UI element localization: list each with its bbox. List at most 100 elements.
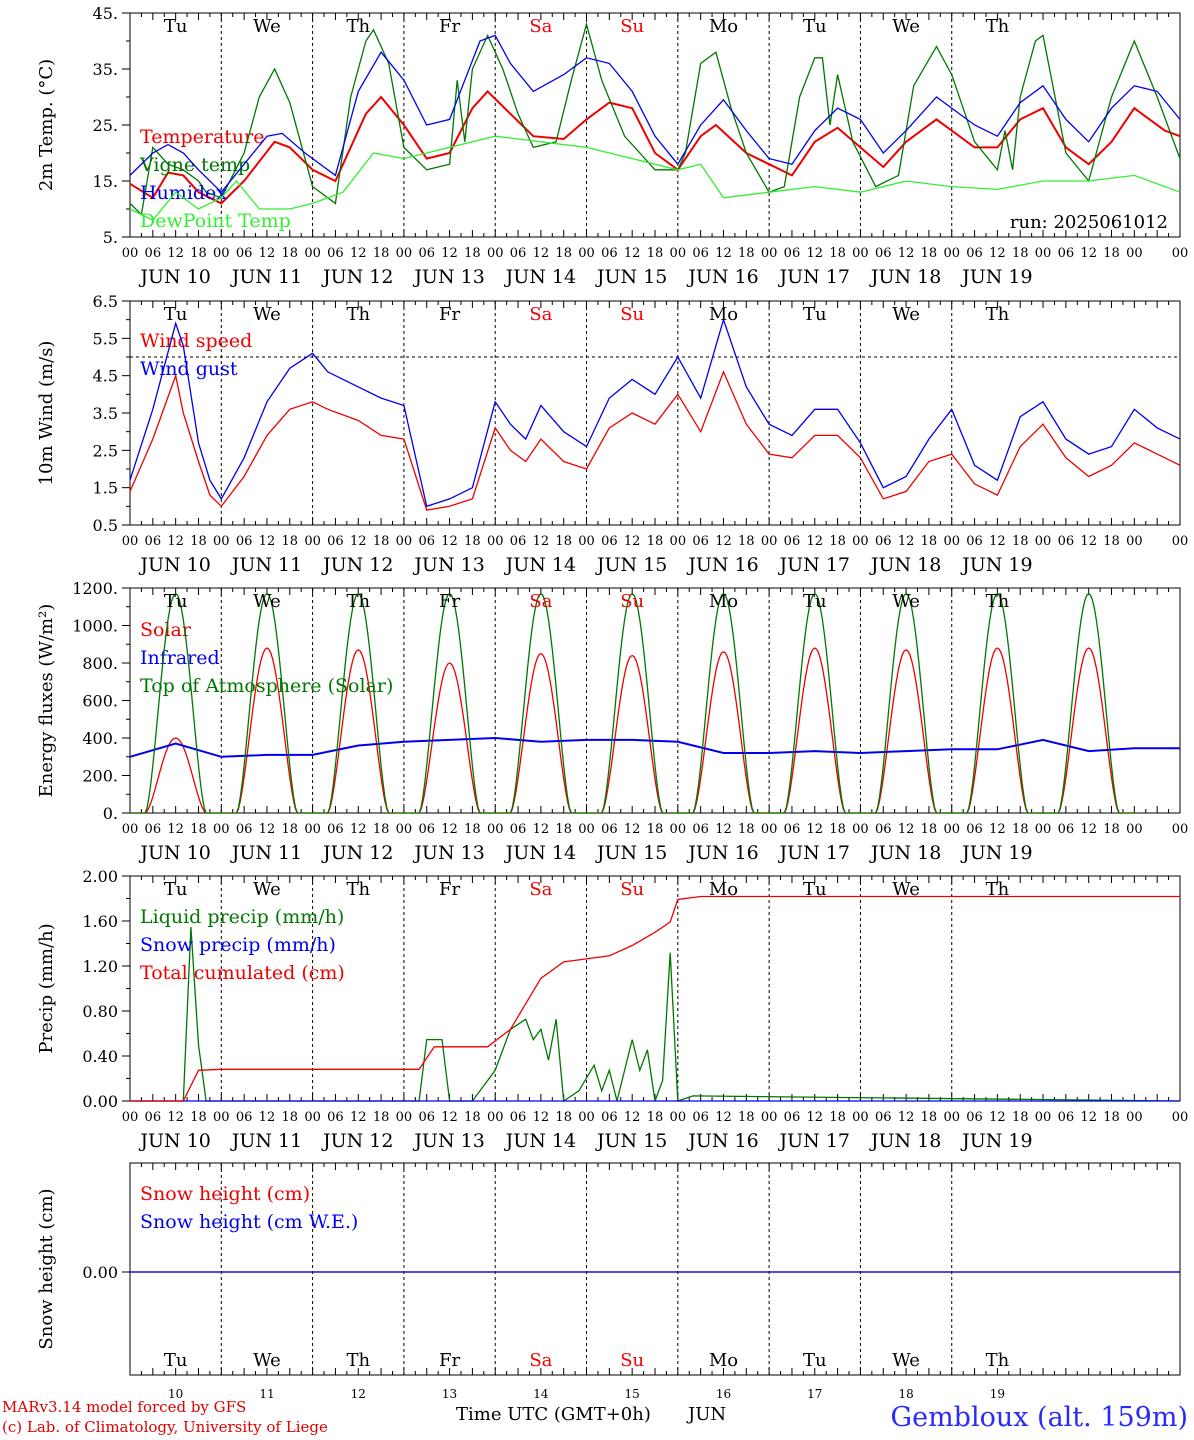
hour-tick-label: 00: [1035, 822, 1052, 837]
hour-tick-label: 12: [624, 534, 641, 549]
day-name: Su: [620, 304, 644, 325]
hour-tick-label: 18: [190, 822, 207, 837]
hour-tick-label: 18: [282, 1110, 299, 1125]
date-label: JUN 11: [230, 266, 302, 288]
hour-tick-label: 12: [259, 1110, 276, 1125]
hour-tick-label: 12: [989, 822, 1006, 837]
day-name: Tu: [164, 16, 188, 37]
hour-tick-label: 12: [533, 534, 550, 549]
hour-tick-label: 06: [875, 246, 892, 261]
day-name: Th: [346, 1350, 370, 1371]
hour-tick-label: 18: [647, 246, 664, 261]
hour-tick-label: 18: [1103, 534, 1120, 549]
hour-tick-label: 12: [624, 1110, 641, 1125]
day-name: Mo: [709, 591, 738, 612]
y-axis-label: Snow height (cm): [36, 1188, 57, 1349]
hour-tick-label: 00: [1126, 534, 1143, 549]
hour-tick-label: 00: [487, 246, 504, 261]
date-label: JUN 12: [321, 266, 393, 288]
hour-tick-label: 12: [1080, 246, 1097, 261]
hour-tick-label: 06: [966, 534, 983, 549]
y-axis-label: Energy fluxes (W/m²): [36, 604, 57, 798]
day-name: Sa: [529, 304, 552, 325]
series-line-0-3: [129, 135, 1181, 222]
hour-tick-label: 00: [670, 246, 687, 261]
hour-tick-label: 12: [259, 534, 276, 549]
hour-tick-label: 00: [396, 822, 413, 837]
hour-tick-label: 00: [213, 534, 230, 549]
hour-tick-label: 06: [236, 1110, 253, 1125]
panel-frame-0: [129, 12, 1181, 238]
y-tick-label: 15.: [93, 172, 118, 191]
hour-tick-label: 18: [282, 534, 299, 549]
day-name: Su: [620, 1350, 644, 1371]
y-axis-label: Precip (mm/h): [36, 923, 57, 1053]
legend-entry: Wind gust: [140, 358, 238, 380]
hour-tick-label: 06: [418, 534, 435, 549]
hour-tick-label: 00: [304, 246, 321, 261]
y-tick-label: 2.00: [82, 867, 118, 886]
hour-tick-label: 06: [418, 822, 435, 837]
legend-entry: Snow height (cm W.E.): [140, 1211, 358, 1233]
hour-tick-label: 06: [692, 534, 709, 549]
hour-tick-label: 00: [487, 822, 504, 837]
hour-tick-label: 06: [327, 246, 344, 261]
y-tick-label: 600.: [82, 692, 118, 711]
date-label: JUN 14: [504, 554, 576, 576]
hour-tick-label: 06: [692, 1110, 709, 1125]
hour-tick-label: 06: [601, 1110, 618, 1125]
hour-tick-label: 00: [304, 534, 321, 549]
hour-tick-label: 06: [510, 246, 527, 261]
date-label: JUN 10: [138, 1130, 210, 1152]
hour-tick-label: 12: [167, 1110, 184, 1125]
date-label: JUN 12: [321, 842, 393, 864]
hour-tick-label: 00: [852, 1110, 869, 1125]
hour-tick-label: 12: [1080, 822, 1097, 837]
day-number: 16: [716, 1387, 731, 1401]
day-name: Th: [346, 16, 370, 37]
hour-tick-label: 18: [464, 1110, 481, 1125]
hour-tick-label: 12: [533, 822, 550, 837]
day-name: Tu: [164, 304, 188, 325]
day-name: Tu: [803, 304, 827, 325]
hour-tick-label: 18: [1012, 822, 1029, 837]
hour-tick-label: 06: [784, 246, 801, 261]
hour-tick-label: 00: [304, 1110, 321, 1125]
hour-tick-label: 12: [441, 534, 458, 549]
hour-tick-label: 06: [875, 822, 892, 837]
hour-tick-label: 00: [304, 822, 321, 837]
date-label: JUN 10: [138, 842, 210, 864]
hour-tick-label: 18: [190, 246, 207, 261]
hour-tick-label: 12: [898, 822, 915, 837]
date-label: JUN 19: [960, 1130, 1032, 1152]
lab-credit: (c) Lab. of Climatology, University of L…: [2, 1418, 328, 1436]
hour-tick-label: 18: [282, 246, 299, 261]
day-name: Th: [986, 879, 1010, 900]
hour-tick-label: 12: [441, 1110, 458, 1125]
day-name: Su: [620, 591, 644, 612]
hour-tick-label: 00: [670, 534, 687, 549]
hour-tick-label: 00: [122, 534, 139, 549]
hour-tick-label: 18: [1103, 822, 1120, 837]
date-label: JUN 17: [778, 554, 850, 576]
hour-tick-label: 06: [966, 822, 983, 837]
date-label: JUN 15: [595, 1130, 667, 1152]
hour-tick-label: 00: [122, 822, 139, 837]
hour-tick-label: 12: [989, 1110, 1006, 1125]
day-name: Fr: [439, 591, 460, 612]
legend-entry: Top of Atmosphere (Solar): [140, 675, 393, 697]
series-line-1-0: [129, 370, 1181, 511]
hour-tick-label: 00: [1035, 1110, 1052, 1125]
hour-tick-label: 00: [1172, 1110, 1189, 1125]
series-line-0-1: [129, 21, 1181, 216]
hour-tick-label: 12: [167, 534, 184, 549]
legend-entry: Temperature: [140, 126, 264, 148]
date-label: JUN 11: [230, 1130, 302, 1152]
hour-tick-label: 12: [807, 1110, 824, 1125]
hour-tick-label: 12: [167, 822, 184, 837]
hour-tick-label: 06: [1058, 246, 1075, 261]
date-label: JUN 15: [595, 842, 667, 864]
date-label: JUN 13: [412, 266, 484, 288]
hour-tick-label: 06: [1058, 822, 1075, 837]
day-name: Sa: [529, 879, 552, 900]
